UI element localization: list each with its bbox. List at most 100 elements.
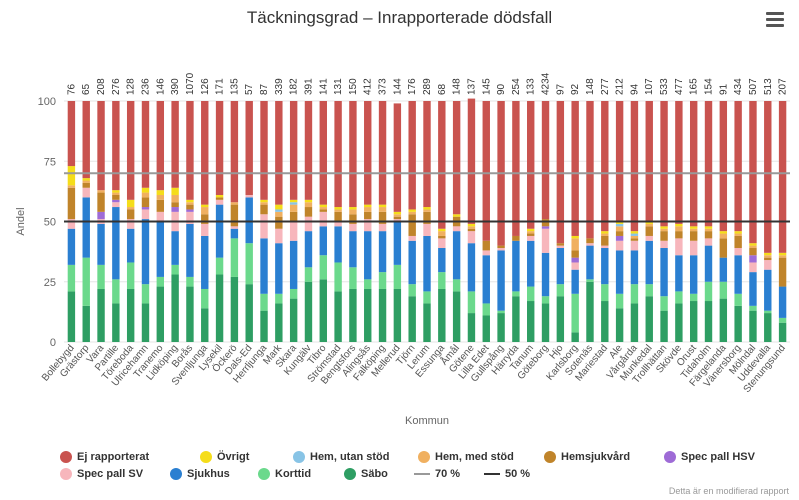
bar-segment: [527, 233, 535, 236]
bar-segment: [645, 284, 653, 297]
bar-segment: [778, 255, 787, 258]
bar-segment: [497, 313, 505, 342]
bar-segment: [112, 192, 120, 195]
bar-total-label: 339: [274, 78, 285, 95]
legend-item[interactable]: Övrigt: [200, 450, 293, 463]
bar-segment: [156, 194, 165, 200]
bar-segment: [675, 291, 683, 304]
legend-item[interactable]: Spec pall HSV: [664, 450, 764, 463]
bar-segment: [630, 303, 639, 342]
bar-segment: [423, 209, 431, 212]
bar-segment: [245, 101, 253, 195]
bar-segment: [97, 192, 105, 212]
legend-swatch: [258, 467, 270, 480]
bar-segment: [438, 235, 446, 239]
legend-item[interactable]: Hem, utan stöd: [293, 450, 418, 463]
bar-segment: [201, 235, 209, 289]
bar-segment: [704, 301, 713, 342]
bar-segment: [601, 245, 609, 249]
legend-item[interactable]: 70 %: [414, 468, 484, 480]
bar-segment: [689, 240, 698, 256]
bar-segment: [289, 101, 298, 200]
bar-segment: [349, 223, 357, 232]
bar-segment: [601, 284, 609, 302]
x-axis-label: Kommun: [405, 415, 449, 427]
legend-item[interactable]: Säbo: [344, 467, 414, 480]
bar-segment: [186, 101, 194, 200]
bar-segment: [364, 204, 372, 208]
hamburger-menu-icon[interactable]: [766, 12, 784, 28]
legend-item[interactable]: Hemsjukvård: [544, 450, 664, 463]
bar-segment: [556, 243, 565, 246]
bar-segment: [275, 211, 283, 217]
bar-segment: [126, 101, 135, 200]
bar-segment: [112, 190, 120, 193]
legend-label: Spec pall HSV: [681, 450, 755, 463]
bar-segment: [719, 281, 728, 299]
bar-segment: [615, 235, 624, 241]
legend-item[interactable]: Korttid: [258, 467, 344, 480]
bar-total-label: 57: [244, 83, 255, 95]
legend-item[interactable]: Spec pall SV: [60, 467, 170, 480]
bar-segment: [645, 223, 653, 227]
bar-segment: [423, 291, 431, 304]
bar-segment: [408, 211, 416, 215]
bar-total-label: 391: [303, 78, 314, 95]
legend-item[interactable]: Sjukhus: [170, 467, 258, 480]
bar-segment: [630, 240, 639, 251]
bar-total-label: 141: [318, 78, 329, 95]
bar-segment: [364, 279, 372, 289]
bar-segment: [67, 291, 76, 342]
bar-segment: [97, 190, 105, 193]
bar-segment: [467, 243, 476, 292]
bar-segment: [749, 305, 757, 311]
bar-segment: [156, 221, 165, 277]
bar-segment: [645, 235, 653, 241]
bar-segment: [334, 101, 342, 208]
bar-segment: [186, 286, 194, 342]
bar-segment: [319, 279, 327, 342]
bar-segment: [141, 284, 150, 304]
legend-item[interactable]: Ej rapporterat: [60, 450, 200, 463]
bar-segment: [586, 279, 594, 282]
bar-segment: [704, 226, 713, 229]
bar-segment: [156, 101, 165, 191]
bar-segment: [660, 226, 668, 229]
bar-segment: [764, 257, 772, 261]
bar-segment: [304, 101, 313, 200]
bar-segment: [749, 310, 757, 342]
bar-segment: [215, 274, 224, 342]
bar-total-label: 182: [289, 78, 300, 95]
bar-segment: [689, 228, 698, 232]
bar-segment: [630, 284, 639, 304]
bar-segment: [230, 202, 239, 205]
bar-segment: [186, 223, 194, 277]
bar-segment: [215, 204, 224, 258]
legend-item[interactable]: 50 %: [484, 468, 544, 480]
bar-segment: [275, 228, 283, 244]
bar-segment: [467, 226, 476, 229]
bar-total-label: 477: [674, 78, 685, 95]
bar-segment: [630, 250, 639, 285]
bar-segment: [764, 269, 772, 311]
legend-label: Hem, med stöd: [435, 450, 514, 463]
bar-segment: [126, 209, 135, 220]
bar-total-label: 145: [481, 78, 492, 95]
bar-segment: [586, 245, 594, 280]
legend-item[interactable]: Hem, med stöd: [418, 450, 544, 463]
bar-segment: [304, 216, 313, 232]
bar-segment: [260, 101, 268, 200]
bar-segment: [778, 286, 787, 318]
bar-segment: [601, 101, 609, 232]
bar-segment: [112, 101, 120, 191]
bar-segment: [97, 211, 105, 220]
bar-segment: [171, 264, 179, 275]
bar-segment: [615, 250, 624, 294]
bar-total-label: 90: [496, 83, 507, 95]
bar-segment: [82, 180, 90, 183]
bar-segment: [527, 228, 535, 232]
bar-segment: [230, 226, 239, 229]
bar-segment: [571, 269, 579, 294]
bar-total-label: 289: [422, 78, 433, 95]
bar-total-label: 131: [333, 78, 344, 95]
